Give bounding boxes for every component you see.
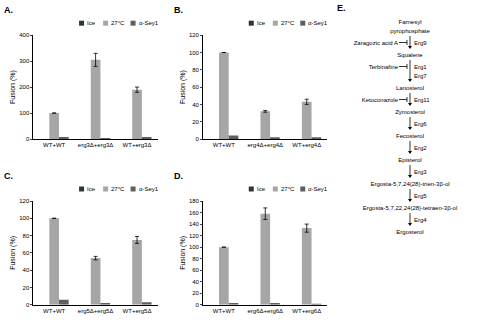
svg-text:300: 300	[19, 58, 30, 64]
svg-text:C.: C.	[4, 171, 13, 181]
svg-text:Ice: Ice	[87, 186, 96, 192]
svg-text:WT+WT: WT+WT	[43, 308, 65, 314]
svg-text:α-Sey1: α-Sey1	[308, 20, 328, 26]
svg-text:200: 200	[19, 84, 30, 90]
svg-text:erg6Δ+erg6Δ: erg6Δ+erg6Δ	[248, 308, 284, 314]
svg-text:80: 80	[23, 233, 30, 239]
svg-text:WT+erg5Δ: WT+erg5Δ	[123, 308, 152, 314]
svg-text:E.: E.	[337, 3, 346, 13]
svg-text:Ketoconazole: Ketoconazole	[362, 97, 399, 103]
svg-text:Fusion (%): Fusion (%)	[9, 236, 17, 270]
svg-text:0: 0	[26, 136, 30, 142]
svg-text:Squalene: Squalene	[397, 52, 423, 58]
svg-text:80: 80	[192, 67, 199, 73]
svg-text:27°C: 27°C	[111, 186, 125, 192]
svg-text:100: 100	[19, 215, 30, 221]
svg-text:WT+WT: WT+WT	[213, 142, 235, 148]
svg-text:Ergosterol: Ergosterol	[396, 229, 423, 235]
svg-text:Farnesyl: Farnesyl	[398, 19, 421, 25]
svg-text:erg3Δ+erg3Δ: erg3Δ+erg3Δ	[78, 142, 114, 148]
svg-text:Fusion (%): Fusion (%)	[179, 236, 187, 270]
svg-text:WT+erg3Δ: WT+erg3Δ	[123, 142, 152, 148]
svg-text:0: 0	[196, 302, 200, 308]
svg-text:160: 160	[189, 210, 200, 216]
svg-text:Erg5: Erg5	[414, 193, 427, 199]
svg-text:WT+erg4Δ: WT+erg4Δ	[292, 142, 321, 148]
svg-text:0: 0	[26, 302, 30, 308]
svg-text:WT+WT: WT+WT	[43, 142, 65, 148]
svg-text:B.: B.	[174, 5, 183, 15]
svg-text:erg4Δ+erg4Δ: erg4Δ+erg4Δ	[248, 142, 284, 148]
svg-text:400: 400	[19, 32, 30, 38]
svg-text:Ergosta-5,7,24(28)-trien-3β-ol: Ergosta-5,7,24(28)-trien-3β-ol	[370, 181, 449, 187]
svg-text:D.: D.	[174, 171, 183, 181]
svg-text:WT+WT: WT+WT	[213, 308, 235, 314]
svg-text:α-Sey1: α-Sey1	[139, 186, 159, 192]
svg-text:20: 20	[23, 285, 30, 291]
svg-text:Zaragozic acid A: Zaragozic acid A	[354, 40, 398, 46]
svg-text:Erg4: Erg4	[414, 217, 427, 223]
svg-text:0: 0	[196, 136, 200, 142]
svg-text:20: 20	[192, 119, 199, 125]
svg-text:120: 120	[189, 32, 200, 38]
svg-text:α-Sey1: α-Sey1	[139, 20, 159, 26]
svg-text:40: 40	[192, 279, 199, 285]
svg-text:Episterol: Episterol	[398, 157, 421, 163]
svg-text:Lanosterol: Lanosterol	[396, 85, 424, 91]
svg-text:erg5Δ+erg5Δ: erg5Δ+erg5Δ	[78, 308, 114, 314]
svg-text:Fecosterol: Fecosterol	[396, 133, 424, 139]
svg-text:20: 20	[192, 290, 199, 296]
svg-text:40: 40	[192, 102, 199, 108]
svg-text:Erg7: Erg7	[414, 73, 427, 79]
svg-text:27°C: 27°C	[281, 186, 295, 192]
svg-text:100: 100	[189, 244, 200, 250]
svg-text:100: 100	[19, 110, 30, 116]
svg-text:Ice: Ice	[257, 20, 266, 26]
svg-text:27°C: 27°C	[281, 20, 295, 26]
svg-text:WT+erg6Δ: WT+erg6Δ	[292, 308, 321, 314]
svg-text:180: 180	[189, 198, 200, 204]
svg-text:Ice: Ice	[87, 20, 96, 26]
svg-text:Terbinafine: Terbinafine	[369, 64, 399, 70]
svg-text:120: 120	[189, 233, 200, 239]
svg-text:Erg6: Erg6	[414, 121, 427, 127]
svg-text:120: 120	[19, 198, 30, 204]
svg-text:60: 60	[192, 84, 199, 90]
svg-text:Fusion (%): Fusion (%)	[179, 70, 187, 104]
svg-text:Zymosterol: Zymosterol	[395, 109, 425, 115]
svg-text:140: 140	[189, 221, 200, 227]
svg-text:27°C: 27°C	[111, 20, 125, 26]
svg-text:Erg9: Erg9	[414, 40, 427, 46]
svg-text:60: 60	[192, 267, 199, 273]
svg-text:60: 60	[23, 250, 30, 256]
svg-text:A.: A.	[4, 5, 13, 15]
svg-text:100: 100	[189, 50, 200, 56]
svg-text:Ergosta-5,7,22,24(28)-tetraen-: Ergosta-5,7,22,24(28)-tetraen-3β-ol	[363, 205, 458, 211]
svg-text:Fusion (%): Fusion (%)	[9, 70, 17, 104]
svg-text:α-Sey1: α-Sey1	[308, 186, 328, 192]
svg-text:40: 40	[23, 267, 30, 273]
svg-text:80: 80	[192, 256, 199, 262]
svg-text:Erg11: Erg11	[414, 97, 430, 103]
svg-text:Erg3: Erg3	[414, 169, 427, 175]
svg-text:Ice: Ice	[257, 186, 266, 192]
svg-text:pyrophosphate: pyrophosphate	[390, 28, 430, 34]
svg-text:Erg2: Erg2	[414, 145, 427, 151]
svg-text:Erg1: Erg1	[414, 64, 427, 70]
